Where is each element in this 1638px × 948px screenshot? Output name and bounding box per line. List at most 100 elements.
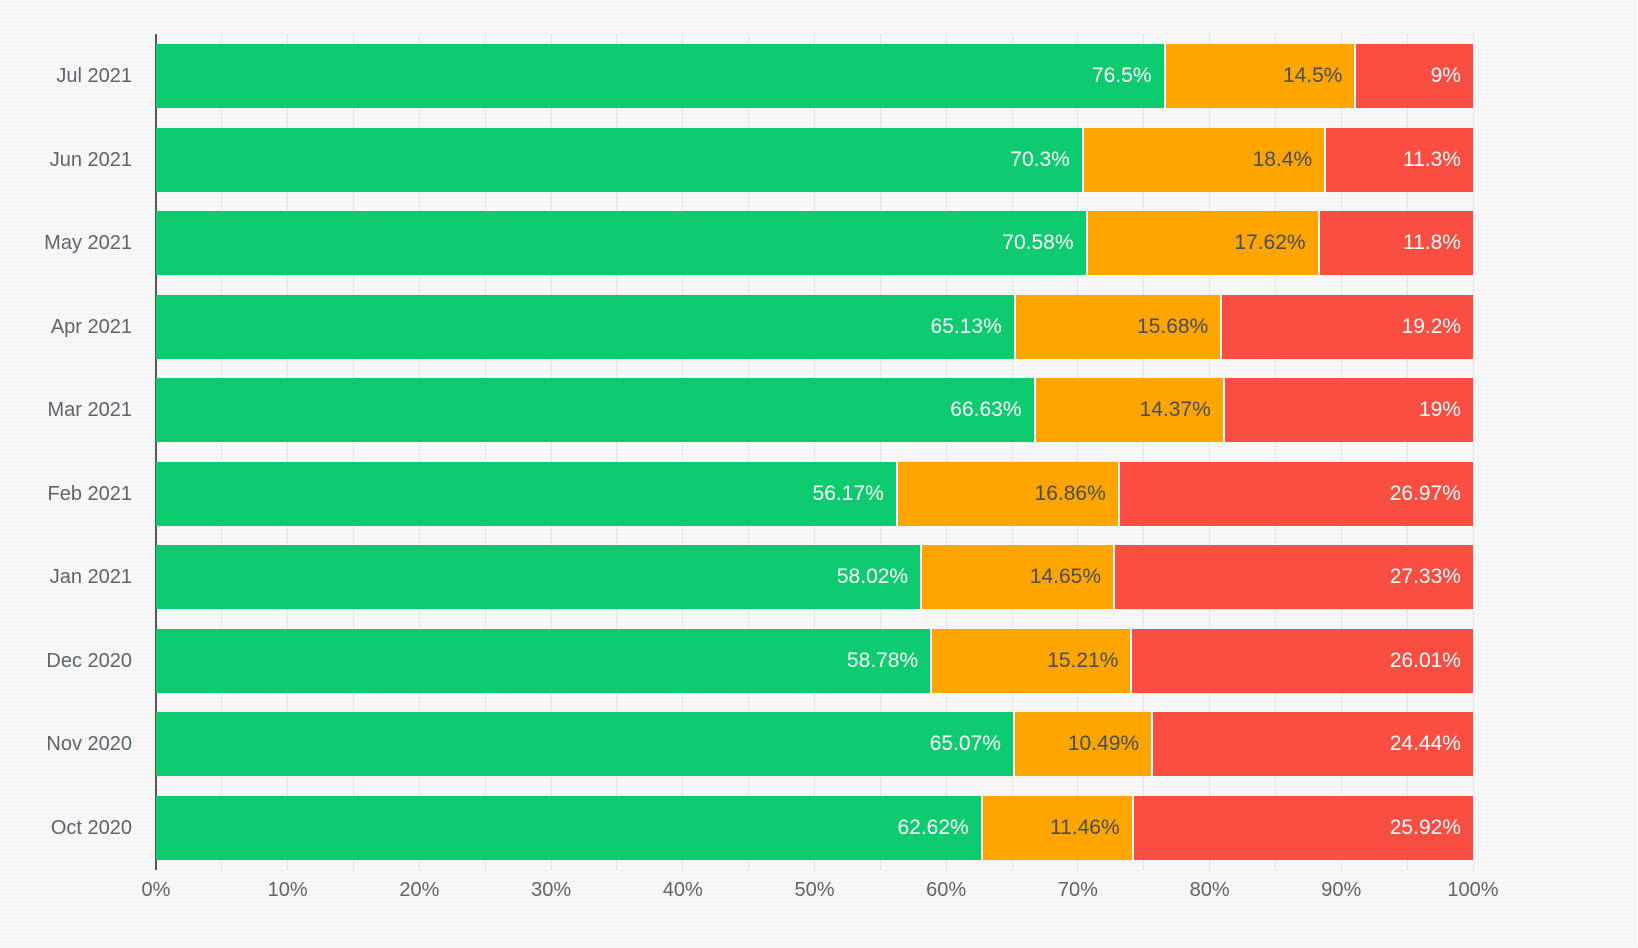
segment-value-label: 9% bbox=[1430, 64, 1461, 87]
bar-segment-green[interactable]: 70.58% bbox=[156, 211, 1086, 275]
x-tick-label: 100% bbox=[1447, 879, 1499, 901]
bar-segment-green[interactable]: 58.78% bbox=[156, 628, 931, 693]
category-label: Nov 2020 bbox=[46, 733, 132, 755]
bar-row: 66.63% 14.37% 19% bbox=[156, 378, 1473, 442]
category-label: Jan 2021 bbox=[49, 566, 132, 588]
gridline bbox=[682, 34, 684, 870]
bar-row: 65.13% 15.68% 19.2% bbox=[156, 294, 1474, 359]
gridline bbox=[1340, 34, 1342, 870]
bar-segment-orange[interactable]: 16.86% bbox=[895, 461, 1118, 526]
segment-value-label: 25.92% bbox=[1389, 815, 1461, 839]
bar-row: 58.78% 15.21% 26.01% bbox=[156, 628, 1473, 693]
gridline bbox=[879, 34, 881, 870]
gridline bbox=[484, 34, 486, 870]
bar-row: 56.17% 16.86% 26.97% bbox=[156, 461, 1473, 526]
bar-segment-green[interactable]: 65.07% bbox=[156, 712, 1013, 776]
bar-segment-red[interactable]: 9% bbox=[1354, 44, 1473, 108]
bar-segment-orange[interactable]: 18.4% bbox=[1081, 127, 1325, 192]
segment-value-label: 14.65% bbox=[1029, 565, 1102, 588]
gridline bbox=[1077, 34, 1079, 870]
segment-value-label: 17.62% bbox=[1234, 231, 1306, 254]
category-label: May 2021 bbox=[44, 232, 132, 254]
gridline bbox=[353, 34, 355, 870]
segment-value-label: 11.8% bbox=[1402, 231, 1461, 254]
segment-value-label: 62.62% bbox=[897, 815, 969, 839]
bar-segment-green[interactable]: 76.5% bbox=[156, 44, 1164, 108]
bar-segment-red[interactable]: 24.44% bbox=[1151, 712, 1473, 776]
x-tick-label: 70% bbox=[1057, 879, 1098, 901]
category-label: Jun 2021 bbox=[49, 148, 132, 171]
segment-value-label: 66.63% bbox=[950, 398, 1022, 421]
bar-segment-orange[interactable]: 11.46% bbox=[980, 795, 1132, 860]
bar-row: 70.58% 17.62% 11.8% bbox=[156, 211, 1473, 275]
x-tick-label: 90% bbox=[1321, 879, 1362, 901]
gridline bbox=[1209, 34, 1211, 870]
gridline bbox=[418, 34, 420, 870]
segment-value-label: 10.49% bbox=[1067, 732, 1140, 755]
bar-segment-red[interactable]: 19.2% bbox=[1220, 294, 1474, 359]
gridline bbox=[287, 34, 289, 870]
gridline bbox=[616, 34, 618, 870]
segment-value-label: 58.02% bbox=[836, 565, 909, 588]
gridline bbox=[1274, 34, 1276, 870]
bar-segment-orange[interactable]: 14.5% bbox=[1163, 44, 1355, 108]
segment-value-label: 24.44% bbox=[1389, 732, 1461, 755]
bar-segment-red[interactable]: 25.92% bbox=[1131, 795, 1473, 860]
bar-segment-orange[interactable]: 15.21% bbox=[930, 628, 1131, 693]
bar-row: 62.62% 11.46% 25.92% bbox=[156, 795, 1473, 860]
bar-row: 65.07% 10.49% 24.44% bbox=[156, 712, 1473, 776]
bar-segment-green[interactable]: 58.02% bbox=[156, 545, 921, 609]
bar-segment-green[interactable]: 56.17% bbox=[156, 461, 896, 526]
segment-value-label: 70.3% bbox=[1010, 147, 1070, 171]
bar-segment-green[interactable]: 62.62% bbox=[156, 795, 981, 860]
x-tick-label: 20% bbox=[399, 879, 440, 901]
x-tick-label: 10% bbox=[267, 879, 308, 901]
gridline bbox=[1472, 34, 1474, 870]
x-tick-label: 50% bbox=[794, 879, 835, 901]
segment-value-label: 15.68% bbox=[1137, 314, 1209, 338]
bar-segment-green[interactable]: 65.13% bbox=[156, 294, 1014, 359]
segment-value-label: 19.2% bbox=[1401, 314, 1462, 338]
bar-segment-orange[interactable]: 14.65% bbox=[920, 545, 1114, 609]
category-label: Jul 2021 bbox=[56, 65, 132, 87]
gridline bbox=[221, 34, 223, 870]
gridline bbox=[1406, 34, 1408, 870]
segment-value-label: 76.5% bbox=[1091, 64, 1152, 87]
bar-row: 58.02% 14.65% 27.33% bbox=[156, 545, 1473, 609]
bar-segment-red[interactable]: 19% bbox=[1222, 378, 1473, 442]
segment-value-label: 65.07% bbox=[929, 732, 1001, 755]
gridline bbox=[748, 34, 750, 870]
bar-segment-green[interactable]: 70.3% bbox=[156, 127, 1082, 192]
x-tick-label: 40% bbox=[662, 879, 703, 901]
gridline bbox=[1143, 34, 1145, 870]
segment-value-label: 14.5% bbox=[1282, 64, 1343, 87]
bar-row: 76.5% 14.5% 9% bbox=[156, 44, 1473, 108]
category-label: Apr 2021 bbox=[50, 315, 132, 338]
gridline bbox=[550, 34, 552, 870]
bar-segment-red[interactable]: 11.3% bbox=[1324, 127, 1473, 192]
bar-row: 70.3% 18.4% 11.3% bbox=[156, 127, 1473, 192]
bar-segment-green[interactable]: 66.63% bbox=[156, 378, 1034, 442]
segment-value-label: 15.21% bbox=[1047, 648, 1119, 672]
segment-value-label: 18.4% bbox=[1252, 147, 1313, 171]
gridline bbox=[1011, 34, 1013, 870]
x-tick-label: 0% bbox=[141, 879, 171, 901]
bar-segment-orange[interactable]: 14.37% bbox=[1033, 378, 1223, 442]
segment-value-label: 11.3% bbox=[1402, 147, 1461, 171]
bar-segment-orange[interactable]: 15.68% bbox=[1013, 294, 1221, 359]
bar-segment-red[interactable]: 26.97% bbox=[1117, 461, 1473, 526]
bar-segment-red[interactable]: 26.01% bbox=[1130, 628, 1473, 693]
segment-value-label: 16.86% bbox=[1034, 481, 1106, 505]
segment-value-label: 11.46% bbox=[1049, 815, 1120, 839]
bar-segment-red[interactable]: 11.8% bbox=[1317, 211, 1473, 275]
category-label: Oct 2020 bbox=[50, 816, 132, 839]
category-label: Mar 2021 bbox=[47, 399, 133, 421]
x-tick-label: 60% bbox=[926, 879, 967, 901]
segment-value-label: 58.78% bbox=[846, 648, 919, 672]
bar-segment-orange[interactable]: 17.62% bbox=[1085, 211, 1318, 275]
x-tick-label: 80% bbox=[1189, 879, 1230, 901]
category-label: Dec 2020 bbox=[46, 649, 132, 672]
bar-segment-orange[interactable]: 10.49% bbox=[1012, 712, 1152, 776]
bar-segment-red[interactable]: 27.33% bbox=[1113, 545, 1473, 609]
